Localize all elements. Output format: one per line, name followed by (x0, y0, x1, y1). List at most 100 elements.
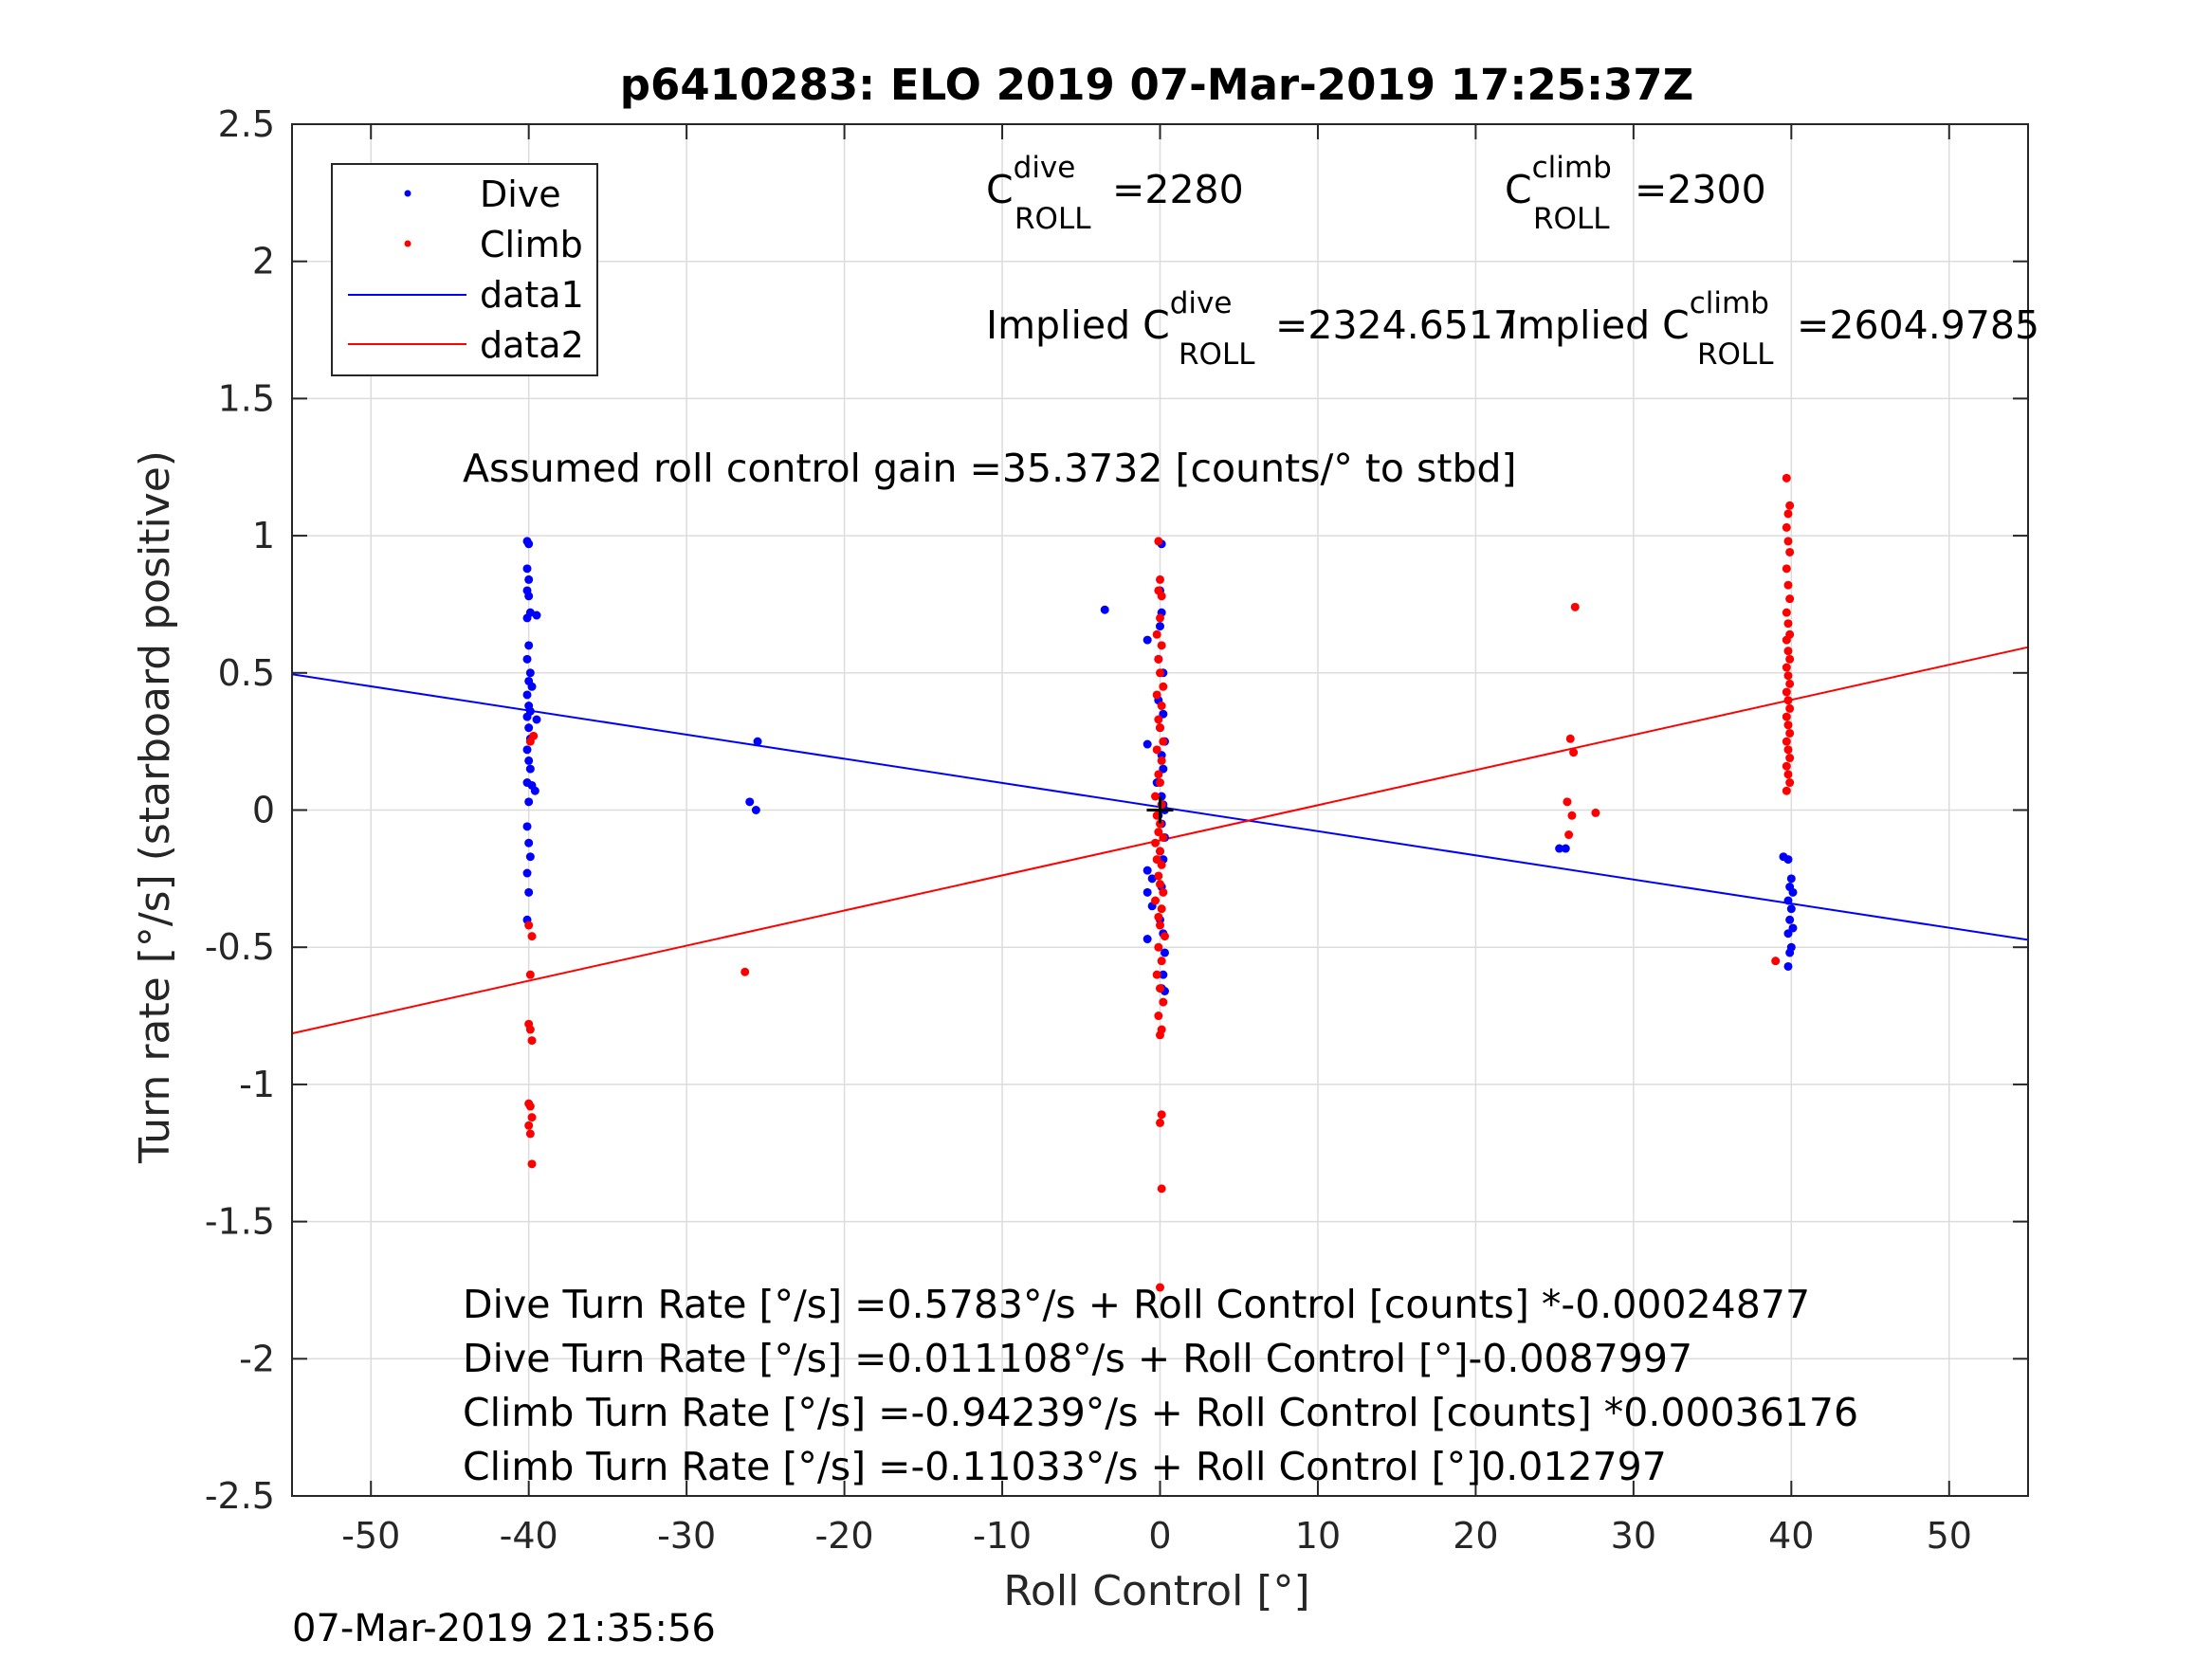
point-climb (1782, 608, 1791, 617)
legend-climb-marker (404, 240, 411, 247)
x-tick-label: -50 (341, 1515, 400, 1557)
c-roll-dive-value: =2280 (1112, 167, 1244, 212)
legend-dive-label: Dive (480, 173, 561, 215)
point-dive (522, 745, 532, 755)
point-climb (1157, 1184, 1166, 1194)
fit-line-dive-counts: Dive Turn Rate [°/s] =0.5783°/s + Roll C… (463, 1282, 1810, 1327)
point-dive (525, 764, 535, 774)
c-roll-climb-value: =2300 (1635, 167, 1766, 212)
point-climb (1159, 682, 1168, 691)
x-tick-label: -20 (815, 1515, 874, 1557)
point-climb (1154, 715, 1163, 724)
point-climb (1563, 797, 1572, 807)
legend-box (331, 163, 598, 376)
point-climb (1157, 641, 1166, 650)
x-tick-label: 40 (1768, 1515, 1814, 1557)
y-tick-label: -1 (239, 1064, 275, 1105)
point-climb (1151, 896, 1161, 905)
point-dive (1783, 855, 1793, 865)
y-tick-label: -0.5 (205, 926, 275, 968)
x-tick-label: -40 (500, 1515, 558, 1557)
point-climb (527, 1036, 537, 1046)
point-dive (522, 613, 532, 623)
x-tick-label: 50 (1927, 1515, 1972, 1557)
point-climb (1154, 871, 1163, 881)
legend-data1-label: data1 (480, 274, 584, 316)
point-dive (1785, 948, 1795, 957)
point-climb (1785, 754, 1795, 763)
implied-dive-sub: ROLL (1179, 337, 1255, 372)
point-climb (1782, 761, 1791, 771)
point-climb (1591, 808, 1600, 817)
point-dive (1156, 622, 1164, 631)
point-dive (1159, 970, 1168, 979)
point-climb (525, 970, 535, 979)
fit-line-climb-counts: Climb Turn Rate [°/s] =-0.94239°/s + Rol… (463, 1390, 1858, 1435)
x-tick-label: 10 (1295, 1515, 1341, 1557)
point-dive (1100, 605, 1109, 614)
point-climb (1782, 522, 1791, 532)
legend-dive-marker (404, 190, 411, 197)
c-roll-climb-sub: ROLL (1533, 202, 1610, 236)
point-dive (530, 786, 539, 795)
point-dive (522, 712, 532, 721)
y-tick-label: -2 (239, 1338, 275, 1379)
point-climb (1782, 564, 1791, 574)
point-dive (524, 539, 534, 549)
point-climb (1564, 830, 1574, 840)
x-axis-label: Roll Control [°] (1003, 1567, 1309, 1615)
point-climb (1783, 647, 1793, 656)
point-climb (1152, 970, 1161, 979)
point-climb (1782, 712, 1791, 721)
implied-climb-sub: ROLL (1697, 337, 1774, 372)
point-climb (1154, 770, 1163, 779)
point-dive (524, 797, 534, 807)
point-climb (1785, 594, 1795, 604)
point-dive (522, 690, 532, 700)
point-climb (1156, 778, 1164, 788)
point-climb (1159, 832, 1168, 842)
implied-climb-value: =2604.9785 (1797, 302, 2039, 348)
point-dive (1160, 948, 1169, 957)
point-climb (1771, 957, 1781, 966)
point-dive (1783, 961, 1793, 971)
point-dive (522, 564, 532, 574)
point-climb (1783, 671, 1793, 681)
point-climb (1783, 537, 1793, 546)
point-climb (1567, 811, 1577, 820)
point-dive (753, 737, 762, 746)
x-tick-label: -10 (973, 1515, 1032, 1557)
point-dive (525, 852, 535, 862)
point-climb (1157, 756, 1166, 765)
point-climb (1160, 932, 1169, 941)
point-dive (522, 822, 532, 831)
c-roll-climb-main: C (1505, 167, 1532, 212)
x-tick-label: 30 (1611, 1515, 1656, 1557)
point-climb (1157, 957, 1166, 966)
point-climb (1157, 904, 1166, 914)
point-climb (1151, 792, 1161, 801)
legend-climb-label: Climb (480, 224, 583, 265)
point-climb (740, 967, 750, 976)
point-climb (1154, 1012, 1163, 1021)
point-climb (1157, 592, 1166, 601)
legend: Dive Climb data1 data2 (331, 163, 598, 376)
x-tick-label: 0 (1148, 1515, 1171, 1557)
point-dive (1143, 739, 1152, 749)
point-climb (524, 921, 534, 930)
implied-dive-prefix: Implied C (986, 302, 1170, 348)
point-climb (1154, 537, 1163, 546)
point-climb (525, 1129, 535, 1139)
point-climb (1156, 847, 1164, 856)
point-climb (524, 1121, 534, 1130)
c-roll-dive-main: C (986, 167, 1014, 212)
y-tick-label: 1 (252, 515, 275, 556)
point-climb (1152, 629, 1161, 639)
point-climb (1782, 737, 1791, 746)
implied-c-roll-climb-label: Implied Cclimb ROLL =2604.9785 (1506, 286, 2039, 372)
point-climb (1154, 942, 1163, 952)
point-climb (527, 1159, 537, 1169)
point-climb (1783, 745, 1793, 755)
c-roll-dive-sub: ROLL (1015, 202, 1091, 236)
